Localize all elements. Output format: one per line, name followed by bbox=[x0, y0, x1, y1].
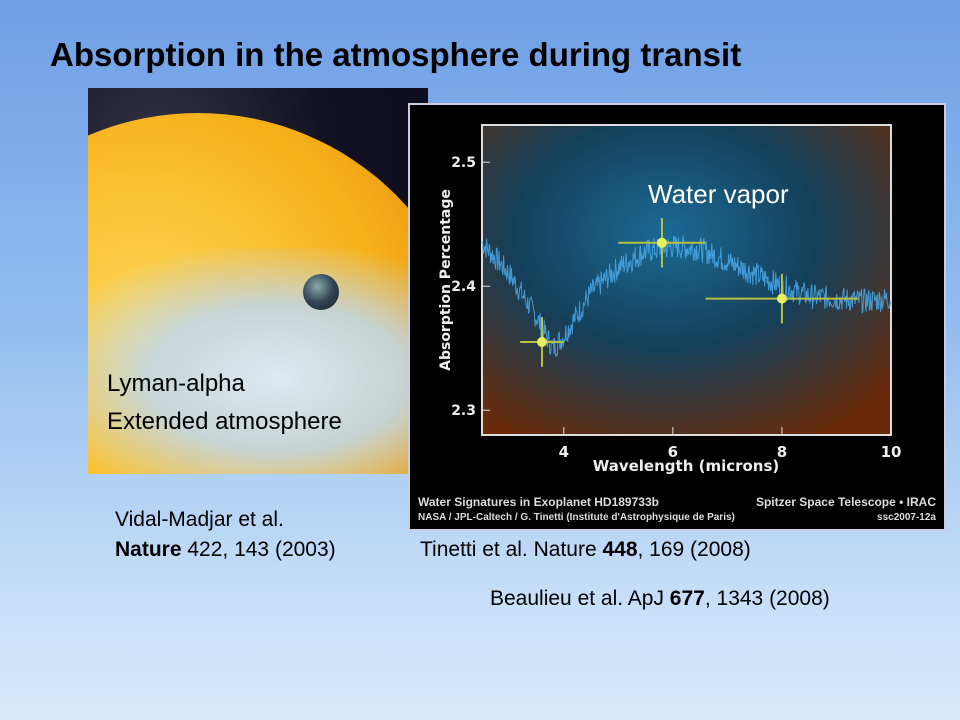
extended-atmosphere-glow bbox=[88, 248, 428, 474]
water-signature-figure: 4 6 8 10 2.3 2.4 2.5 Water vapor Wavelength (m… bbox=[408, 103, 946, 531]
data-point bbox=[536, 337, 547, 347]
y-axis-label: Absorption Percentage bbox=[438, 189, 454, 371]
ref-tinetti-rest: , 169 (2008) bbox=[637, 538, 751, 561]
y-tick-label: 2.4 bbox=[451, 279, 476, 295]
ref-tinetti-volume: 448 bbox=[602, 538, 638, 561]
x-tick-label: 6 bbox=[668, 443, 678, 461]
ref-vidal-citation: Nature 422, 143 (2003) bbox=[115, 538, 336, 562]
caption-telescope: Spitzer Space Telescope • IRAC bbox=[755, 495, 936, 509]
slide-title: Absorption in the atmosphere during tran… bbox=[50, 36, 742, 73]
ref-tinetti-text: Tinetti et al. Nature bbox=[420, 538, 603, 561]
caption-id: ssc2007-12a bbox=[877, 512, 936, 523]
x-tick-label: 10 bbox=[881, 443, 902, 461]
ref-beaulieu: Beaulieu et al. ApJ 677, 1343 (2008) bbox=[490, 587, 830, 611]
model-spectrum-line bbox=[481, 235, 892, 358]
ref-beaulieu-text: Beaulieu et al. ApJ bbox=[490, 587, 670, 610]
caption-credit: NASA / JPL-Caltech / G. Tinetti (Institu… bbox=[418, 512, 735, 523]
ref-vidal-authors: Vidal-Madjar et al. bbox=[115, 508, 284, 531]
ref-beaulieu-volume: 677 bbox=[669, 587, 705, 610]
exoplanet-illustration: Lyman-alpha Extended atmosphere bbox=[88, 88, 428, 474]
x-tick-label: 8 bbox=[777, 443, 787, 461]
ref-tinetti: Tinetti et al. Nature 448, 169 (2008) bbox=[420, 538, 751, 562]
spectrum-chart: 4 6 8 10 2.3 2.4 2.5 Water vapor Wavelength (m… bbox=[438, 124, 902, 475]
data-point bbox=[776, 293, 787, 304]
y-tick-label: 2.5 bbox=[451, 155, 476, 171]
ref-beaulieu-rest: , 1343 (2008) bbox=[704, 587, 830, 610]
ref-vidal-journal: Nature bbox=[115, 538, 182, 561]
y-tick-label: 2.3 bbox=[451, 403, 476, 419]
plot-area bbox=[481, 124, 892, 436]
extended-atmosphere-label: Extended atmosphere bbox=[107, 408, 342, 435]
lyman-alpha-label: Lyman-alpha bbox=[107, 370, 245, 397]
annotation-water-vapor: Water vapor bbox=[648, 179, 789, 209]
caption-title: Water Signatures in Exoplanet HD189733b bbox=[418, 495, 659, 509]
x-axis-label: Wavelength (microns) bbox=[593, 457, 780, 475]
planet-image bbox=[303, 274, 339, 310]
x-tick-label: 4 bbox=[559, 443, 569, 461]
ref-vidal-rest: 422, 143 (2003) bbox=[181, 538, 336, 561]
data-point bbox=[656, 237, 667, 248]
